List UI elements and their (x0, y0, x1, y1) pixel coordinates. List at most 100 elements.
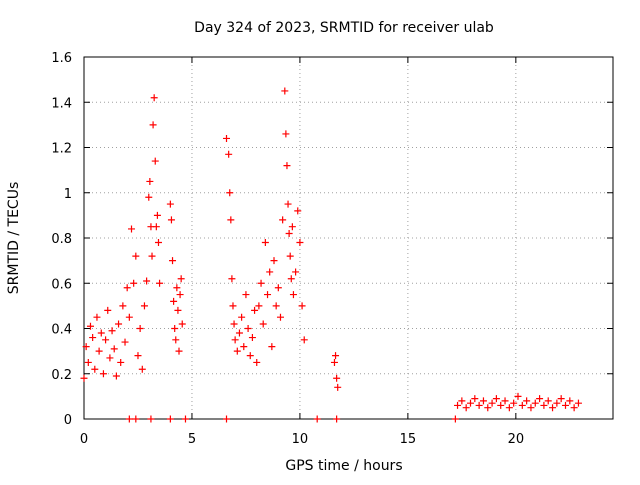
data-point (145, 193, 153, 201)
data-point (106, 354, 114, 362)
data-point (176, 291, 184, 299)
point-layer (80, 87, 582, 423)
data-point (292, 268, 300, 276)
data-point (266, 268, 274, 276)
data-point (272, 302, 280, 310)
data-point (178, 320, 186, 328)
data-point (82, 343, 90, 351)
data-point (497, 401, 505, 409)
data-point (454, 401, 462, 409)
data-point (231, 336, 239, 344)
data-point (288, 223, 296, 231)
data-point (84, 358, 92, 366)
data-point (125, 415, 133, 423)
data-point (264, 291, 272, 299)
y-tick-label: 1.2 (51, 142, 72, 157)
data-point (223, 415, 231, 423)
y-tick-label: 1 (64, 187, 72, 202)
data-point (130, 279, 138, 287)
data-point (128, 225, 136, 233)
data-point (134, 352, 142, 360)
tick-layer: 0 5 10 15 20 0 0.2 0.4 0.6 0.8 1 1.2 1.4 1.6 (51, 51, 613, 447)
data-point (255, 302, 263, 310)
data-point (281, 87, 289, 95)
data-point (97, 329, 105, 337)
data-point (108, 327, 116, 335)
data-point (223, 134, 231, 142)
data-point (492, 395, 500, 403)
data-point (152, 223, 160, 231)
data-point (86, 322, 94, 330)
data-point (166, 200, 174, 208)
data-point (514, 392, 522, 400)
data-point (289, 291, 297, 299)
y-tick-label: 0 (64, 413, 72, 428)
data-point (561, 401, 569, 409)
data-point (313, 415, 321, 423)
data-point (333, 415, 341, 423)
data-point (332, 352, 340, 360)
data-point (488, 399, 496, 407)
data-point (518, 401, 526, 409)
data-point (536, 395, 544, 403)
data-point (501, 397, 509, 405)
data-point (557, 395, 565, 403)
y-tick-label: 0.2 (51, 368, 72, 383)
data-point (151, 157, 159, 165)
data-point (270, 257, 278, 265)
y-tick-label: 1.4 (51, 96, 72, 111)
data-point (240, 343, 248, 351)
data-point (527, 404, 535, 412)
data-point (181, 415, 189, 423)
data-point (150, 94, 158, 102)
data-point (330, 358, 338, 366)
data-point (147, 415, 155, 423)
data-point (149, 121, 157, 129)
data-point (169, 257, 177, 265)
data-point (153, 211, 161, 219)
data-point (170, 297, 178, 305)
data-point (242, 291, 250, 299)
data-point (253, 358, 261, 366)
data-point (334, 383, 342, 391)
x-axis-label: GPS time / hours (285, 458, 402, 474)
data-point (136, 325, 144, 332)
data-point (227, 216, 235, 224)
data-point (294, 207, 302, 215)
data-point (115, 320, 123, 328)
data-point (233, 347, 241, 355)
data-point (462, 404, 470, 412)
data-point (80, 374, 88, 382)
data-point (156, 279, 164, 287)
data-point (296, 239, 304, 247)
data-point (566, 397, 574, 405)
data-point (531, 399, 539, 407)
data-point (279, 216, 287, 224)
y-tick-label: 0.8 (51, 232, 72, 247)
data-point (451, 415, 459, 423)
data-point (140, 302, 148, 310)
x-tick-label: 10 (292, 432, 309, 447)
data-point (544, 397, 552, 405)
data-point (484, 404, 492, 412)
data-point (300, 336, 308, 344)
data-point (284, 200, 292, 208)
data-point (230, 320, 238, 328)
data-point (166, 415, 174, 423)
data-point (298, 302, 306, 310)
data-point (523, 397, 531, 405)
data-point (95, 347, 103, 355)
data-point (225, 150, 233, 158)
data-point (268, 343, 276, 351)
data-point (505, 404, 513, 412)
data-point (510, 399, 518, 407)
data-point (553, 399, 561, 407)
y-tick-label: 0.6 (51, 277, 72, 292)
data-point (244, 325, 252, 332)
x-tick-label: 0 (80, 432, 88, 447)
data-point (138, 365, 146, 373)
data-point (146, 177, 154, 185)
data-point (175, 347, 183, 355)
